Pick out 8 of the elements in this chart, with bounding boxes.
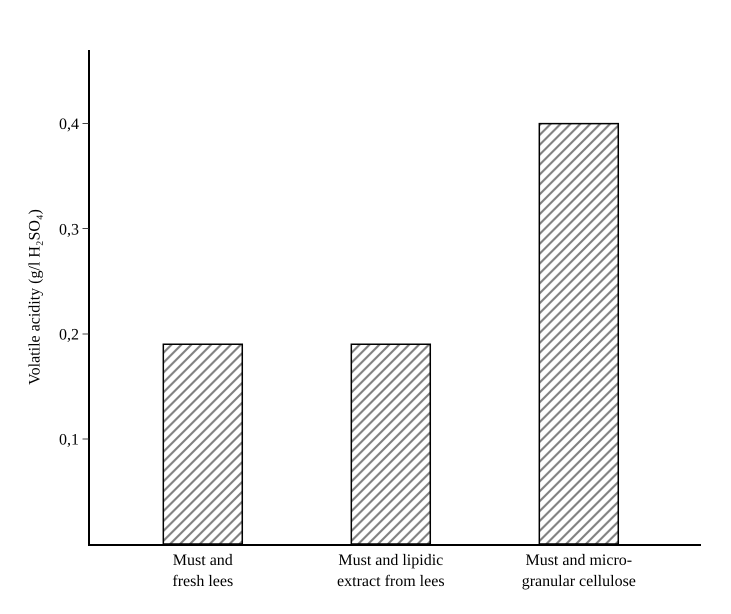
y-axis-title: Volatile acidity (g/l H₂SO₄)	[26, 209, 44, 385]
x-tick-label: Must and micro- granular cellulose	[522, 552, 636, 590]
x-tick-label: Must and fresh lees	[172, 552, 234, 590]
x-tick-label: Must and lipidic extract from lees	[337, 552, 445, 590]
y-tick-label: 0,3	[59, 221, 80, 238]
y-tick-label: 0,4	[59, 116, 80, 134]
y-tick-label: 0,1	[59, 431, 80, 448]
y-tick-label: 0,2	[59, 326, 80, 344]
